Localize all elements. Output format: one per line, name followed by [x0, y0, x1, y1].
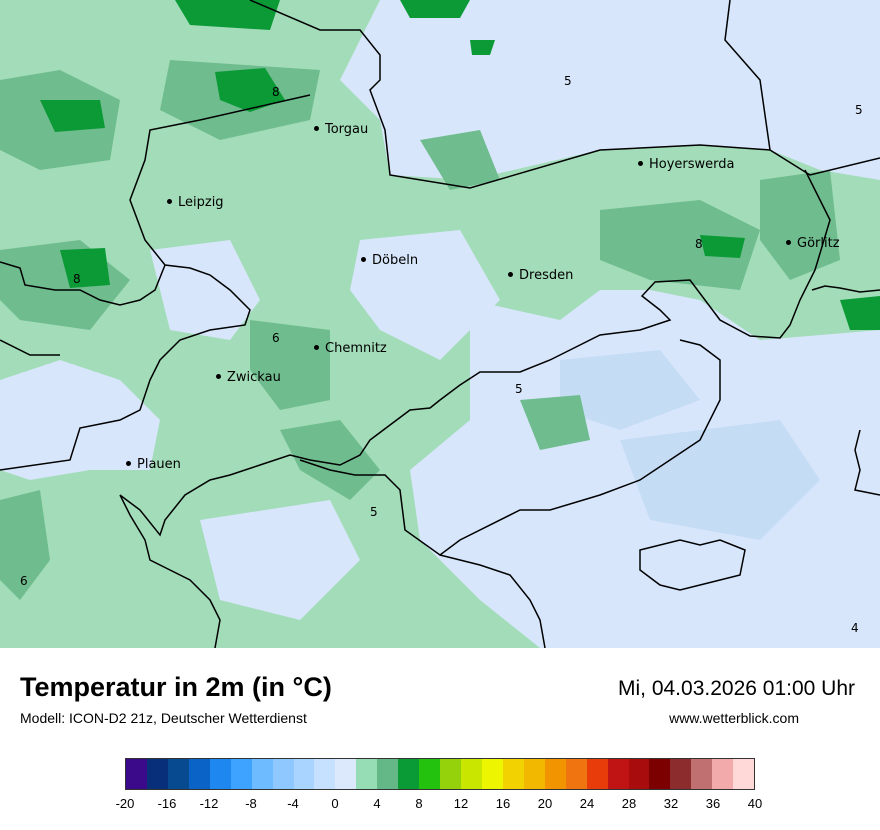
legend-swatch — [733, 759, 755, 789]
legend-tick-label: -4 — [287, 796, 299, 811]
legend-swatch — [230, 759, 252, 789]
legend-swatch — [167, 759, 189, 789]
city-label[interactable]: Plauen — [126, 458, 181, 472]
legend-swatch — [502, 759, 524, 789]
city-name: Torgau — [325, 122, 369, 137]
legend-swatch — [461, 759, 482, 789]
legend-swatch — [544, 759, 566, 789]
isoline-value: 5 — [515, 382, 523, 396]
legend-tick-label: 40 — [747, 796, 763, 811]
city-dot-icon — [314, 126, 319, 131]
legend-swatch — [712, 759, 734, 789]
isoline-value: 6 — [20, 574, 28, 588]
city-dot-icon — [508, 272, 513, 277]
legend-swatch — [670, 759, 692, 789]
legend-swatch — [565, 759, 587, 789]
legend-swatch — [272, 759, 294, 789]
city-label[interactable]: Leipzig — [167, 196, 224, 210]
isoline-value: 6 — [272, 331, 280, 345]
city-name: Görlitz — [797, 236, 840, 251]
legend-swatch — [419, 759, 441, 789]
border-lines — [0, 0, 880, 648]
legend-tick-label: 12 — [453, 796, 469, 811]
legend-tick-label: 24 — [579, 796, 595, 811]
legend-swatch — [314, 759, 336, 789]
isoline-value: 5 — [855, 103, 863, 117]
city-label[interactable]: Hoyerswerda — [638, 158, 735, 172]
legend-swatch — [209, 759, 231, 789]
city-name: Döbeln — [372, 253, 419, 268]
legend-tick-label: -8 — [245, 796, 257, 811]
legend-swatch — [440, 759, 461, 789]
website-link[interactable]: www.wetterblick.com — [669, 710, 799, 726]
isoline-value: 5 — [564, 74, 572, 88]
city-dot-icon — [638, 161, 643, 166]
city-label[interactable]: Dresden — [508, 269, 573, 283]
city-name: Zwickau — [227, 370, 281, 385]
legend-swatch — [398, 759, 420, 789]
city-label[interactable]: Chemnitz — [314, 342, 387, 356]
temperature-map[interactable]: Torgau Hoyerswerda Leipzig Görlitz Döbel… — [0, 0, 880, 648]
city-name: Hoyerswerda — [649, 157, 735, 172]
city-dot-icon — [786, 240, 791, 245]
city-label[interactable]: Torgau — [314, 123, 368, 137]
legend-swatch — [188, 759, 210, 789]
isoline-value: 4 — [851, 621, 859, 635]
legend-swatch — [691, 759, 713, 789]
legend-tick-label: -12 — [199, 796, 219, 811]
legend-tick-label: 4 — [373, 796, 381, 811]
isoline-value: 5 — [370, 505, 378, 519]
city-label[interactable]: Zwickau — [216, 371, 281, 385]
legend-swatch — [293, 759, 315, 789]
legend-swatch — [586, 759, 608, 789]
legend-tick-label: -16 — [157, 796, 177, 811]
isoline-value: 8 — [695, 237, 703, 251]
legend-swatch — [607, 759, 629, 789]
color-legend — [125, 758, 755, 790]
mild-zones — [0, 60, 840, 600]
city-dot-icon — [314, 345, 319, 350]
city-name: Chemnitz — [325, 341, 387, 356]
city-name: Dresden — [519, 268, 574, 283]
legend-swatch — [251, 759, 273, 789]
city-label[interactable]: Döbeln — [361, 254, 418, 268]
isoline-value: 8 — [73, 272, 81, 286]
legend-tick-label: 20 — [537, 796, 553, 811]
legend-swatch — [649, 759, 671, 789]
legend-swatch — [356, 759, 378, 789]
legend-swatch — [126, 759, 147, 789]
city-label[interactable]: Görlitz — [786, 237, 840, 251]
warm-zones — [40, 0, 880, 330]
legend-tick-label: 28 — [621, 796, 637, 811]
forecast-datetime: Mi, 04.03.2026 01:00 Uhr — [618, 677, 855, 700]
model-subtitle: Modell: ICON-D2 21z, Deutscher Wetterdie… — [20, 710, 307, 726]
legend-tick-label: 0 — [331, 796, 339, 811]
map-canvas — [0, 0, 880, 648]
legend-tick-label: 32 — [663, 796, 679, 811]
legend-swatch — [628, 759, 650, 789]
city-name: Plauen — [137, 457, 181, 472]
city-dot-icon — [216, 374, 221, 379]
page-title: Temperatur in 2m (in °C) — [20, 672, 332, 702]
legend-tick-label: 36 — [705, 796, 721, 811]
city-name: Leipzig — [178, 195, 224, 210]
legend-swatch — [523, 759, 545, 789]
city-dot-icon — [167, 199, 172, 204]
legend-swatch — [377, 759, 399, 789]
cool-zones — [0, 0, 880, 648]
legend-tick-label: -20 — [115, 796, 135, 811]
legend-tick-label: 16 — [495, 796, 511, 811]
legend-swatch — [481, 759, 503, 789]
city-dot-icon — [126, 461, 131, 466]
legend-swatch — [335, 759, 357, 789]
legend-tick-label: 8 — [415, 796, 423, 811]
legend-swatch — [146, 759, 168, 789]
isoline-value: 8 — [272, 85, 280, 99]
city-dot-icon — [361, 257, 366, 262]
